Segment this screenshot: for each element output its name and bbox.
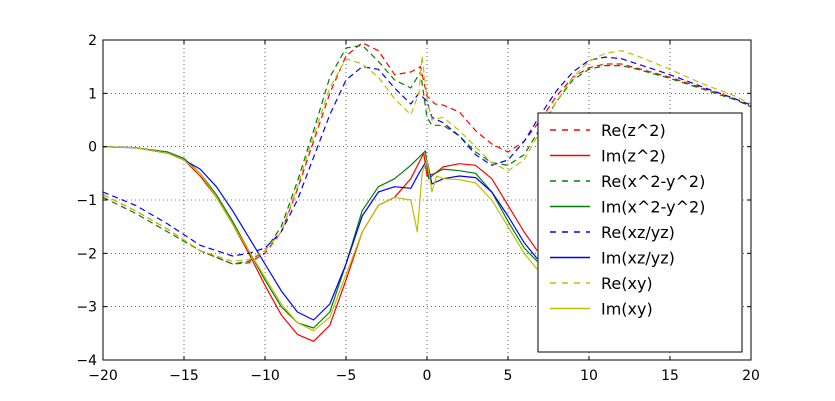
series-line-7 (103, 146, 538, 332)
legend-label-2: Re(x^2-y^2) (601, 172, 705, 191)
legend-label-4: Re(xz/yz) (601, 223, 675, 242)
y-tick-label: 0 (88, 140, 97, 156)
y-tick-label: 2 (88, 33, 97, 49)
x-tick-label: −5 (336, 368, 357, 384)
y-tick-label: −3 (76, 300, 97, 316)
y-tick-label: −1 (76, 193, 97, 209)
y-tick-label: −4 (76, 353, 97, 369)
y-tick-label: −2 (76, 246, 97, 262)
x-tick-label: −10 (250, 368, 280, 384)
y-tick-label: 1 (88, 86, 97, 102)
x-tick-label: 10 (580, 368, 598, 384)
legend-label-5: Im(xz/yz) (601, 249, 675, 268)
series-line-5 (103, 146, 538, 321)
legend-label-1: Im(z^2) (601, 147, 666, 166)
series-line-1 (103, 146, 538, 342)
legend: Re(z^2) Im(z^2) Re(x^2-y^2) Im(x^2-y^2) Re(x… (537, 112, 743, 353)
legend-label-0: Re(z^2) (601, 121, 666, 140)
series-line-3 (103, 146, 538, 329)
x-tick-label: 0 (423, 368, 432, 384)
series-line-2 (103, 44, 751, 265)
x-tick-label: −20 (88, 368, 118, 384)
legend-label-7: Im(xy) (601, 300, 653, 319)
x-tick-label: 5 (504, 368, 513, 384)
series-layer (103, 42, 751, 342)
series-line-6 (103, 50, 751, 262)
legend-label-6: Re(xy) (601, 274, 653, 293)
legend-label-3: Im(x^2-y^2) (601, 198, 705, 217)
x-tick-label: 15 (661, 368, 679, 384)
x-tick-label: 20 (742, 368, 760, 384)
x-tick-label: −15 (169, 368, 199, 384)
series-line-0 (103, 42, 751, 265)
legend-box (537, 112, 743, 353)
